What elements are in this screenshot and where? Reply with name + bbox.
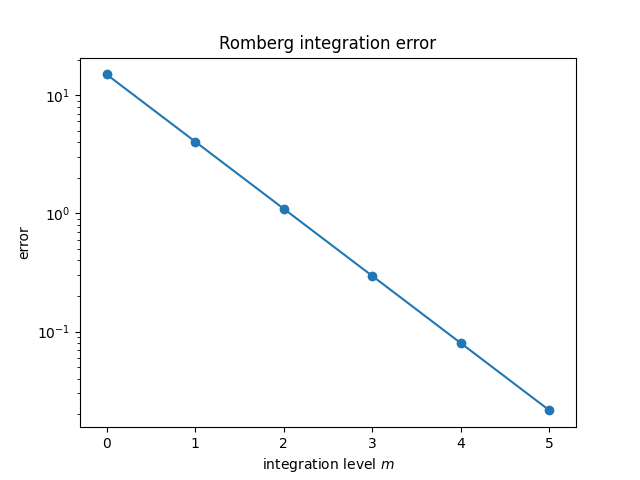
Y-axis label: error: error — [17, 226, 31, 259]
X-axis label: integration level $m$: integration level $m$ — [262, 456, 394, 474]
Title: Romberg integration error: Romberg integration error — [220, 35, 436, 53]
